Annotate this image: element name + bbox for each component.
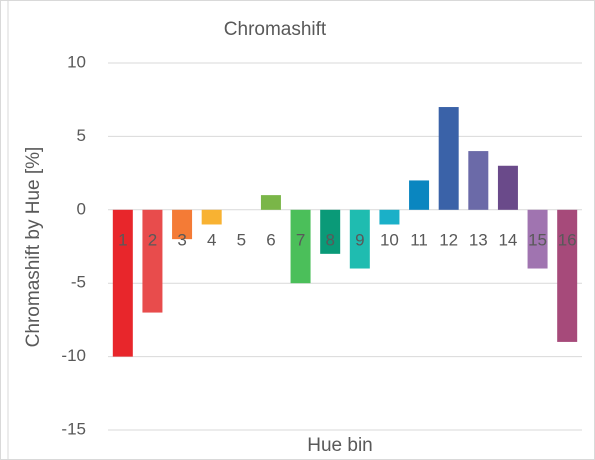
x-tick-label: 16 [558,230,577,249]
x-tick-label: 7 [296,230,305,249]
bar [142,209,163,313]
y-tick-label: -5 [71,273,86,292]
y-tick-label: 5 [77,126,86,145]
x-tick-label: 10 [380,230,399,249]
bar [260,195,281,210]
bar [409,180,430,210]
bar [557,209,578,342]
x-tick-label: 14 [498,230,517,249]
bar [497,165,518,210]
x-axis-label: Hue bin [307,435,373,456]
bar [438,107,459,210]
x-tick-label: 2 [148,230,157,249]
bar [172,209,193,240]
bar [349,209,370,269]
x-tick-label: 9 [355,230,364,249]
y-tick-label: 0 [77,199,86,218]
y-tick-label: 10 [67,52,86,71]
x-tick-label: 8 [325,230,334,249]
bar [468,151,489,210]
bar [527,209,548,269]
bar [320,209,341,254]
chart-title: Chromashift [224,19,327,40]
y-tick-label: -10 [61,346,86,365]
x-tick-label: 5 [237,230,246,249]
bar [379,209,400,225]
x-tick-label: 4 [207,230,216,249]
x-tick-label: 11 [410,230,428,249]
bar [201,209,222,225]
bar [112,209,133,357]
y-tick-label: -15 [61,419,86,438]
bar [290,209,311,284]
x-tick-label: 1 [118,230,127,249]
x-tick-label: 12 [439,230,458,249]
x-tick-label: 15 [528,230,547,249]
x-tick-label: 6 [266,230,275,249]
y-axis-label: Chromashift by Hue [%] [23,147,44,348]
x-tick-label: 13 [469,230,488,249]
x-tick-label: 3 [177,230,186,249]
